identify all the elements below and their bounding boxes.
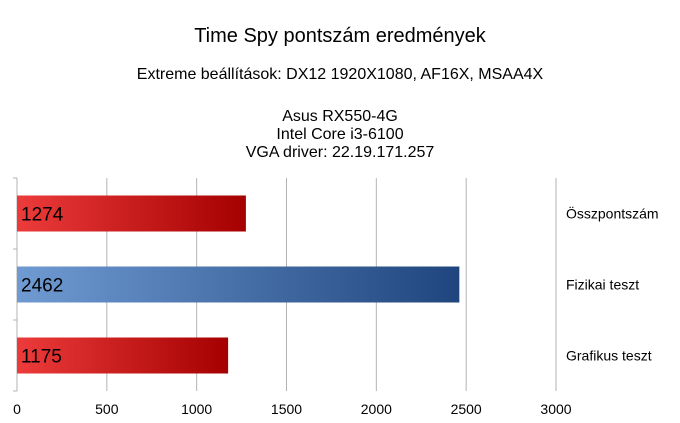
info-line-gpu: Asus RX550-4G: [282, 108, 398, 125]
x-tick-label-2: 1000: [181, 401, 212, 417]
data-label-2: 1175: [21, 347, 62, 368]
bar-0: [17, 195, 246, 232]
category-label-0: Összpontszám: [566, 205, 659, 222]
bar-1: [17, 266, 460, 303]
x-tick-label-1: 500: [95, 401, 119, 417]
info-line-cpu: Intel Core i3-6100: [276, 126, 404, 143]
chart-info: Asus RX550-4G Intel Core i3-6100 VGA dri…: [0, 108, 680, 162]
category-label-2: Grafikus teszt: [566, 348, 652, 364]
x-tick-label-4: 2000: [361, 401, 392, 417]
data-label-1: 2462: [21, 276, 63, 297]
x-tick-label-0: 0: [13, 401, 21, 417]
x-tick-label-6: 3000: [540, 401, 571, 417]
x-tick-label-3: 1500: [271, 401, 302, 417]
data-label-0: 1274: [21, 205, 64, 226]
x-tick-label-5: 2500: [451, 401, 482, 417]
chart-title: Time Spy pontszám eredmények: [194, 25, 486, 47]
bar-2: [17, 337, 229, 374]
info-line-driver: VGA driver: 22.19.171.257: [245, 144, 435, 161]
chart-subtitle: Extreme beállítások: DX12 1920X1080, AF1…: [136, 66, 544, 83]
category-label-1: Fizikai teszt: [566, 277, 639, 293]
